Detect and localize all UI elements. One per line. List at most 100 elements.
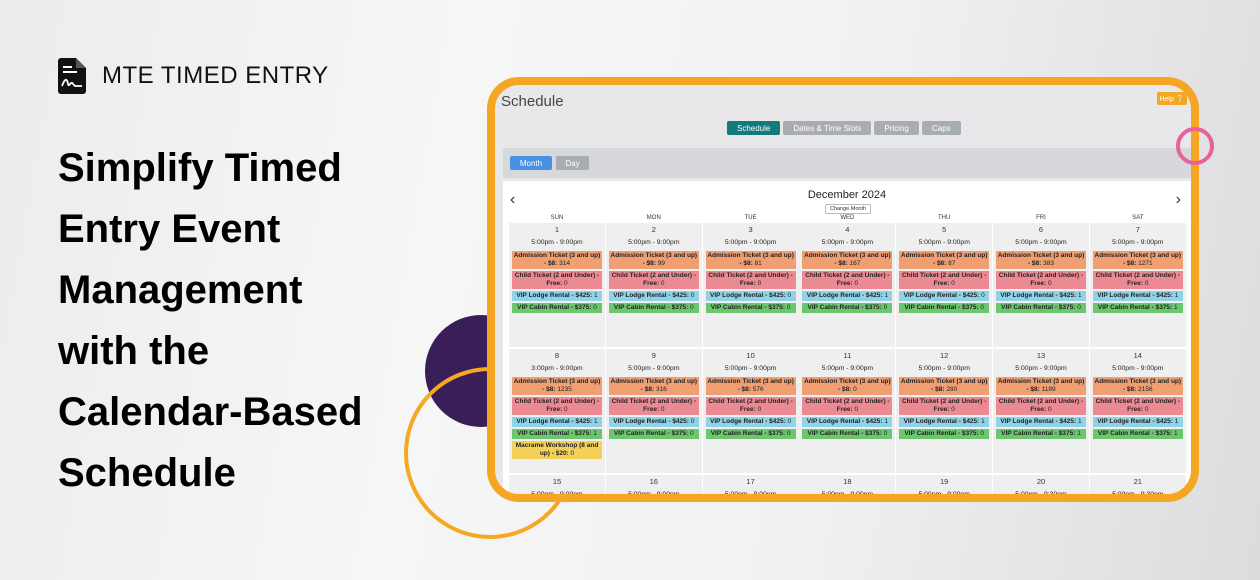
calendar-day-cell[interactable]: 20 5:00pm - 9:30pm — [992, 475, 1089, 498]
event-entry[interactable]: VIP Cabin Rental - $375: 0 — [899, 303, 990, 313]
event-entry[interactable]: Admission Ticket (3 and up) - $8: 1271 — [1092, 251, 1183, 269]
time-slot[interactable]: 5:00pm - 9:00pm — [531, 239, 583, 246]
event-entry[interactable]: Child Ticket (2 and Under) - Free: 0 — [995, 271, 1086, 289]
event-entry[interactable]: VIP Cabin Rental - $375: 1 — [1092, 429, 1183, 439]
calendar-day-cell[interactable]: 8 3:00pm - 9:00pm Admission Ticket (3 and … — [509, 349, 605, 473]
event-entry[interactable]: Admission Ticket (3 and up) - $8: 280 — [899, 377, 990, 395]
event-entry[interactable]: VIP Lodge Rental - $425: 1 — [995, 417, 1086, 427]
event-entry[interactable]: Child Ticket (2 and Under) - Free: 0 — [608, 397, 699, 415]
event-entry[interactable]: Admission Ticket (3 and up) - $8: 2156 — [1092, 377, 1183, 395]
time-slot[interactable]: 5:00pm - 9:00pm — [724, 365, 777, 372]
event-entry[interactable]: VIP Lodge Rental - $425: 0 — [899, 291, 990, 301]
event-entry[interactable]: VIP Cabin Rental - $375: 0 — [608, 429, 699, 439]
event-entry[interactable]: Admission Ticket (3 and up) - $8: 99 — [608, 251, 699, 269]
event-entry[interactable]: Admission Ticket (3 and up) - $8: 0 — [802, 377, 893, 395]
event-entry[interactable]: Child Ticket (2 and Under) - Free: 0 — [608, 271, 699, 289]
calendar-day-cell[interactable]: 13 5:00pm - 9:00pm Admission Ticket (3 and… — [992, 349, 1089, 473]
event-entry[interactable]: VIP Lodge Rental - $425: 1 — [995, 291, 1086, 301]
tab-caps[interactable]: Caps — [921, 121, 961, 135]
calendar-day-cell[interactable]: 11 5:00pm - 9:00pm Admission Ticket (3 and… — [799, 349, 896, 473]
event-entry[interactable]: Admission Ticket (3 and up) - $8: 167 — [802, 251, 893, 269]
calendar-day-cell[interactable]: 7 5:00pm - 9:00pm Admission Ticket (3 and … — [1089, 223, 1186, 347]
event-entry[interactable]: Child Ticket (2 and Under) - Free: 0 — [1092, 271, 1183, 289]
event-entry[interactable]: Child Ticket (2 and Under) - Free: 0 — [512, 397, 602, 415]
time-slot[interactable]: 5:00pm - 9:00pm — [1015, 239, 1067, 246]
event-entry[interactable]: Child Ticket (2 and Under) - Free: 0 — [802, 397, 893, 415]
event-entry[interactable]: VIP Lodge Rental - $425: 0 — [608, 291, 699, 301]
event-entry[interactable]: VIP Cabin Rental - $375: 0 — [802, 303, 893, 313]
event-entry[interactable]: VIP Lodge Rental - $425: 0 — [608, 417, 699, 427]
calendar-day-cell[interactable]: 9 5:00pm - 9:00pm Admission Ticket (3 and … — [605, 349, 702, 473]
next-month-arrow-icon[interactable]: › — [1175, 191, 1181, 208]
time-slot[interactable]: 5:00pm - 9:00pm — [724, 491, 777, 498]
month-view-button[interactable]: Month — [510, 156, 552, 170]
event-entry[interactable]: VIP Cabin Rental - $375: 1 — [995, 429, 1086, 439]
calendar-day-cell[interactable]: 10 5:00pm - 9:00pm Admission Ticket (3 and… — [702, 349, 799, 473]
time-slot[interactable]: 5:00pm - 9:00pm — [918, 239, 970, 246]
time-slot[interactable]: 5:00pm - 9:00pm — [1112, 365, 1164, 372]
time-slot[interactable]: 5:00pm - 9:00pm — [531, 491, 583, 498]
time-slot[interactable]: 5:00pm - 9:00pm — [821, 491, 874, 498]
time-slot[interactable]: 5:00pm - 9:30pm — [1112, 491, 1164, 498]
event-entry[interactable]: Admission Ticket (3 and up) - $8: 1235 — [512, 377, 602, 395]
event-entry[interactable]: Child Ticket (2 and Under) - Free: 0 — [512, 271, 602, 289]
tab-pricing[interactable]: Pricing — [874, 121, 919, 135]
event-entry[interactable]: VIP Lodge Rental - $425: 1 — [512, 417, 602, 427]
event-entry[interactable]: VIP Cabin Rental - $375: 0 — [608, 303, 699, 313]
event-entry[interactable]: VIP Lodge Rental - $425: 1 — [1092, 291, 1183, 301]
help-button[interactable]: Help ❔ — [1157, 92, 1187, 105]
calendar-day-cell[interactable]: 14 5:00pm - 9:00pm Admission Ticket (3 and… — [1089, 349, 1186, 473]
time-slot[interactable]: 5:00pm - 9:00pm — [628, 365, 680, 372]
calendar-day-cell[interactable]: 15 5:00pm - 9:00pm — [509, 475, 605, 498]
day-view-button[interactable]: Day — [556, 156, 589, 170]
time-slot[interactable]: 5:00pm - 9:30pm — [1015, 491, 1067, 498]
calendar-day-cell[interactable]: 2 5:00pm - 9:00pm Admission Ticket (3 and … — [605, 223, 702, 347]
event-entry[interactable]: Child Ticket (2 and Under) - Free: 0 — [802, 271, 893, 289]
calendar-day-cell[interactable]: 4 5:00pm - 9:00pm Admission Ticket (3 and … — [799, 223, 896, 347]
time-slot[interactable]: 5:00pm - 9:00pm — [628, 239, 680, 246]
calendar-day-cell[interactable]: 16 5:00pm - 9:00pm — [605, 475, 702, 498]
time-slot[interactable]: 5:00pm - 9:00pm — [918, 491, 970, 498]
time-slot[interactable]: 5:00pm - 9:00pm — [1015, 365, 1067, 372]
calendar-day-cell[interactable]: 21 5:00pm - 9:30pm — [1089, 475, 1186, 498]
time-slot[interactable]: 5:00pm - 9:00pm — [724, 239, 777, 246]
calendar-day-cell[interactable]: 12 5:00pm - 9:00pm Admission Ticket (3 and… — [896, 349, 993, 473]
event-entry[interactable]: Macrame Workshop (8 and up) - $20: 0 — [512, 441, 602, 459]
event-entry[interactable]: Child Ticket (2 and Under) - Free: 0 — [899, 271, 990, 289]
event-entry[interactable]: Child Ticket (2 and Under) - Free: 0 — [995, 397, 1086, 415]
tab-schedule[interactable]: Schedule — [727, 121, 781, 135]
event-entry[interactable]: VIP Cabin Rental - $375: 0 — [899, 429, 990, 439]
event-entry[interactable]: VIP Cabin Rental - $375: 0 — [512, 303, 602, 313]
event-entry[interactable]: VIP Cabin Rental - $375: 0 — [995, 303, 1086, 313]
event-entry[interactable]: VIP Lodge Rental - $425: 0 — [705, 291, 796, 301]
event-entry[interactable]: Admission Ticket (3 and up) - $8: 87 — [899, 251, 990, 269]
time-slot[interactable]: 5:00pm - 9:00pm — [821, 365, 874, 372]
calendar-day-cell[interactable]: 17 5:00pm - 9:00pm — [702, 475, 799, 498]
event-entry[interactable]: Child Ticket (2 and Under) - Free: 0 — [705, 397, 796, 415]
event-entry[interactable]: VIP Lodge Rental - $425: 1 — [512, 291, 602, 301]
time-slot[interactable]: 5:00pm - 9:00pm — [1112, 239, 1164, 246]
event-entry[interactable]: Child Ticket (2 and Under) - Free: 0 — [705, 271, 796, 289]
event-entry[interactable]: VIP Lodge Rental - $425: 0 — [705, 417, 796, 427]
calendar-day-cell[interactable]: 6 5:00pm - 9:00pm Admission Ticket (3 and … — [992, 223, 1089, 347]
event-entry[interactable]: VIP Lodge Rental - $425: 1 — [802, 291, 893, 301]
calendar-day-cell[interactable]: 18 5:00pm - 9:00pm — [799, 475, 896, 498]
time-slot[interactable]: 5:00pm - 9:00pm — [918, 365, 970, 372]
calendar-day-cell[interactable]: 19 5:00pm - 9:00pm — [896, 475, 993, 498]
event-entry[interactable]: Admission Ticket (3 and up) - $8: 576 — [705, 377, 796, 395]
time-slot[interactable]: 5:00pm - 9:00pm — [628, 491, 680, 498]
event-entry[interactable]: VIP Cabin Rental - $375: 1 — [1092, 303, 1183, 313]
event-entry[interactable]: VIP Lodge Rental - $425: 1 — [1092, 417, 1183, 427]
event-entry[interactable]: VIP Lodge Rental - $425: 1 — [802, 417, 893, 427]
calendar-day-cell[interactable]: 3 5:00pm - 9:00pm Admission Ticket (3 and … — [702, 223, 799, 347]
event-entry[interactable]: VIP Lodge Rental - $425: 1 — [899, 417, 990, 427]
event-entry[interactable]: Admission Ticket (3 and up) - $8: 314 — [512, 251, 602, 269]
tab-dates-time-slots[interactable]: Dates & Time Slots — [783, 121, 872, 135]
calendar-day-cell[interactable]: 1 5:00pm - 9:00pm Admission Ticket (3 and … — [509, 223, 605, 347]
event-entry[interactable]: Admission Ticket (3 and up) - $8: 316 — [608, 377, 699, 395]
time-slot[interactable]: 5:00pm - 9:00pm — [821, 239, 874, 246]
event-entry[interactable]: VIP Cabin Rental - $375: 1 — [512, 429, 602, 439]
event-entry[interactable]: Admission Ticket (3 and up) - $8: 81 — [705, 251, 796, 269]
change-month-button[interactable]: Change Month — [825, 204, 871, 214]
event-entry[interactable]: Child Ticket (2 and Under) - Free: 0 — [1092, 397, 1183, 415]
